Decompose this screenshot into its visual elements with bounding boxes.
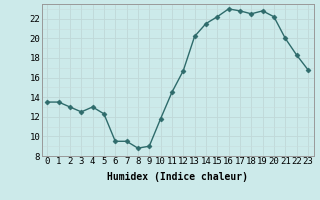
- X-axis label: Humidex (Indice chaleur): Humidex (Indice chaleur): [107, 172, 248, 182]
